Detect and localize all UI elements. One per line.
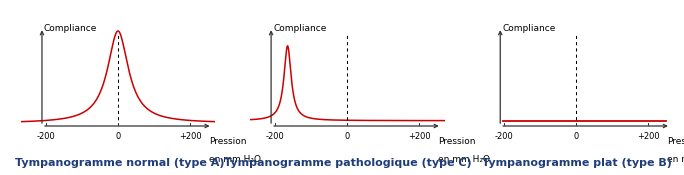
Text: -200: -200 — [495, 132, 514, 141]
Text: Tympanogramme normal (type A): Tympanogramme normal (type A) — [15, 158, 224, 168]
Text: Compliance: Compliance — [502, 24, 555, 33]
Text: Compliance: Compliance — [273, 24, 326, 33]
Text: Compliance: Compliance — [44, 24, 97, 33]
Text: en mm H₂O: en mm H₂O — [438, 155, 490, 164]
Text: Tympanogramme pathologique (type C): Tympanogramme pathologique (type C) — [224, 158, 471, 168]
Text: en mm H₂O: en mm H₂O — [209, 155, 261, 164]
Text: -200: -200 — [36, 132, 55, 141]
Text: en mm H₂O: en mm H₂O — [667, 155, 684, 164]
Text: 0: 0 — [574, 132, 579, 141]
Text: Pression: Pression — [438, 136, 475, 145]
Text: Pression: Pression — [667, 136, 684, 145]
Text: -200: -200 — [265, 132, 285, 141]
Text: +200: +200 — [179, 132, 202, 141]
Text: Pression: Pression — [209, 136, 246, 145]
Text: 0: 0 — [116, 132, 120, 141]
Text: +200: +200 — [637, 132, 660, 141]
Text: Tympanogramme plat (type B): Tympanogramme plat (type B) — [482, 158, 672, 168]
Text: 0: 0 — [345, 132, 350, 141]
Text: +200: +200 — [408, 132, 431, 141]
